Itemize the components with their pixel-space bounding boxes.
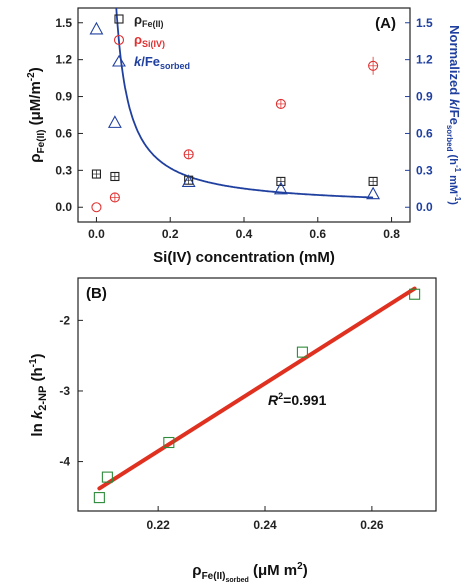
panel-b-x-axis-label: ρFe(II)sorbed (μM m2) — [192, 561, 307, 583]
y-tick-label: -4 — [59, 455, 70, 469]
data-point — [409, 288, 421, 300]
y2-tick-label: 1.2 — [416, 53, 433, 67]
legend-marker-si — [113, 34, 125, 46]
y2-tick-label: 0.3 — [416, 163, 433, 177]
panel-b-x-ticks: 0.22 0.24 0.26 — [146, 506, 384, 532]
panel-a-legend: ρFe(II) ρSi(IV) k/Fesorbed — [112, 12, 190, 71]
x-tick-label: 0.24 — [253, 518, 277, 532]
panel-a-y-axis-label: ρFe(II) (μM/m-2) — [26, 67, 47, 162]
panel-b-data-points — [93, 288, 421, 504]
y-tick-label: -3 — [59, 384, 70, 398]
y-tick-label: -2 — [59, 313, 70, 327]
panel-a-y2-axis-label: Normalized k/Fesorbed (h-1 mM-1) — [445, 25, 462, 205]
data-point-si — [91, 202, 102, 213]
y-tick-label: 0.0 — [55, 200, 72, 214]
panel-b-fit-line — [97, 286, 417, 491]
data-point — [296, 346, 308, 358]
x-tick-label: 0.6 — [309, 227, 326, 241]
y-tick-label: 0.9 — [55, 90, 72, 104]
y-tick-label: 0.3 — [55, 163, 72, 177]
panel-a-label: (A) — [375, 15, 396, 32]
data-point-k — [366, 186, 381, 200]
y2-tick-label: 1.5 — [416, 16, 433, 30]
panel-a-fit-curve — [115, 7, 374, 199]
panel-b-y-ticks: -4 -3 -2 — [59, 313, 83, 469]
panel-b-frame — [77, 277, 437, 512]
data-point-k — [181, 174, 196, 187]
legend-label-k: k/Fesorbed — [134, 54, 190, 71]
data-point-k — [273, 181, 288, 195]
legend-label-fe: ρFe(II) — [134, 12, 164, 29]
panel-b-y-axis-label: ln k2-NP (h-1) — [28, 353, 49, 436]
data-point-k — [107, 115, 122, 128]
panel-a-data-points — [89, 21, 381, 213]
panel-a-frame — [77, 7, 411, 223]
y2-tick-label: 0.0 — [416, 200, 433, 214]
data-point-k — [89, 21, 104, 35]
y2-tick-label: 0.9 — [416, 90, 433, 104]
panel-a-y-ticks: 0.0 0.3 0.6 0.9 1.2 1.5 — [55, 16, 83, 214]
x-tick-label: 0.22 — [146, 518, 170, 532]
x-tick-label: 0.2 — [162, 227, 179, 241]
y-tick-label: 0.6 — [55, 126, 72, 140]
legend-marker-k — [112, 54, 126, 67]
panel-a-y2-ticks: 0.0 0.3 0.6 0.9 1.2 1.5 — [405, 16, 433, 214]
panel-b: 0.22 0.24 0.26 -4 -3 -2 (B) R2=0.991 ρFe(II)… — [28, 277, 437, 583]
y-tick-label: 1.2 — [55, 53, 72, 67]
data-point — [93, 492, 105, 504]
panel-b-label: (B) — [86, 285, 107, 302]
panel-a-x-ticks: 0.0 0.2 0.4 0.6 0.8 — [88, 217, 400, 241]
x-tick-label: 0.8 — [383, 227, 400, 241]
panel-b-r2-annotation: R2=0.991 — [268, 391, 327, 408]
data-point — [163, 436, 175, 449]
legend-label-si: ρSi(IV) — [134, 32, 165, 49]
y-tick-label: 1.5 — [55, 16, 72, 30]
x-tick-label: 0.26 — [360, 518, 384, 532]
legend-marker-fe — [114, 14, 124, 24]
panel-a: 0.0 0.2 0.4 0.6 0.8 0.00.30.60.91.21.5 0.00.… — [26, 7, 462, 266]
panel-a-x-axis-label: Si(IV) concentration (mM) — [153, 249, 335, 266]
x-tick-label: 0.0 — [88, 227, 105, 241]
data-point — [101, 471, 113, 483]
y2-tick-label: 0.6 — [416, 126, 433, 140]
x-tick-label: 0.4 — [236, 227, 253, 241]
